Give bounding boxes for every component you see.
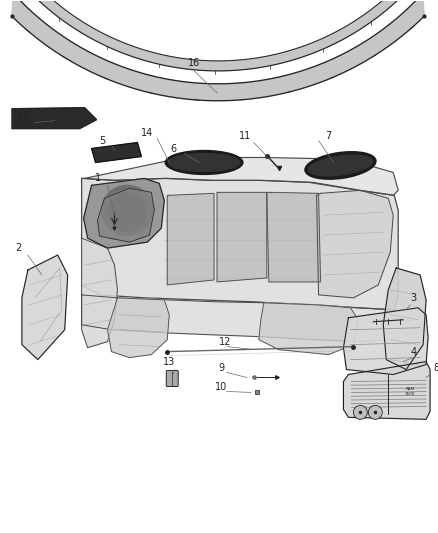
Text: 10: 10 [215, 383, 227, 392]
Text: 16: 16 [188, 58, 200, 68]
Text: 5: 5 [99, 135, 106, 146]
Ellipse shape [168, 154, 240, 172]
Text: 11: 11 [239, 131, 251, 141]
Polygon shape [383, 268, 426, 369]
Polygon shape [81, 238, 117, 348]
Text: 12: 12 [219, 337, 231, 346]
Circle shape [353, 406, 367, 419]
Polygon shape [12, 0, 424, 101]
Polygon shape [167, 193, 214, 285]
Polygon shape [84, 179, 164, 248]
Text: 2: 2 [15, 243, 21, 253]
Text: 8: 8 [433, 362, 438, 373]
Text: 4: 4 [410, 346, 416, 357]
Polygon shape [343, 308, 428, 375]
Text: 7: 7 [325, 131, 332, 141]
Polygon shape [85, 157, 398, 195]
Text: 9: 9 [218, 362, 224, 373]
Ellipse shape [109, 193, 146, 231]
Polygon shape [98, 188, 154, 242]
Polygon shape [22, 255, 68, 360]
Circle shape [368, 406, 382, 419]
Ellipse shape [305, 152, 376, 179]
Text: 13: 13 [163, 357, 175, 367]
Ellipse shape [165, 150, 243, 174]
Polygon shape [81, 295, 398, 342]
Polygon shape [92, 142, 141, 163]
Ellipse shape [102, 185, 153, 235]
Polygon shape [317, 190, 393, 298]
Polygon shape [343, 361, 430, 419]
Text: 3: 3 [410, 293, 416, 303]
Ellipse shape [308, 155, 373, 176]
Polygon shape [259, 303, 358, 354]
Polygon shape [107, 298, 169, 358]
Polygon shape [10, 0, 427, 71]
Text: 1: 1 [95, 173, 101, 183]
FancyBboxPatch shape [166, 370, 178, 386]
Text: 14: 14 [141, 127, 153, 138]
Polygon shape [12, 108, 96, 128]
Polygon shape [267, 192, 321, 282]
Text: RAM
1500: RAM 1500 [405, 387, 415, 395]
Polygon shape [217, 192, 267, 282]
Polygon shape [81, 179, 398, 310]
Text: 6: 6 [170, 143, 176, 154]
Text: 15: 15 [18, 114, 30, 124]
